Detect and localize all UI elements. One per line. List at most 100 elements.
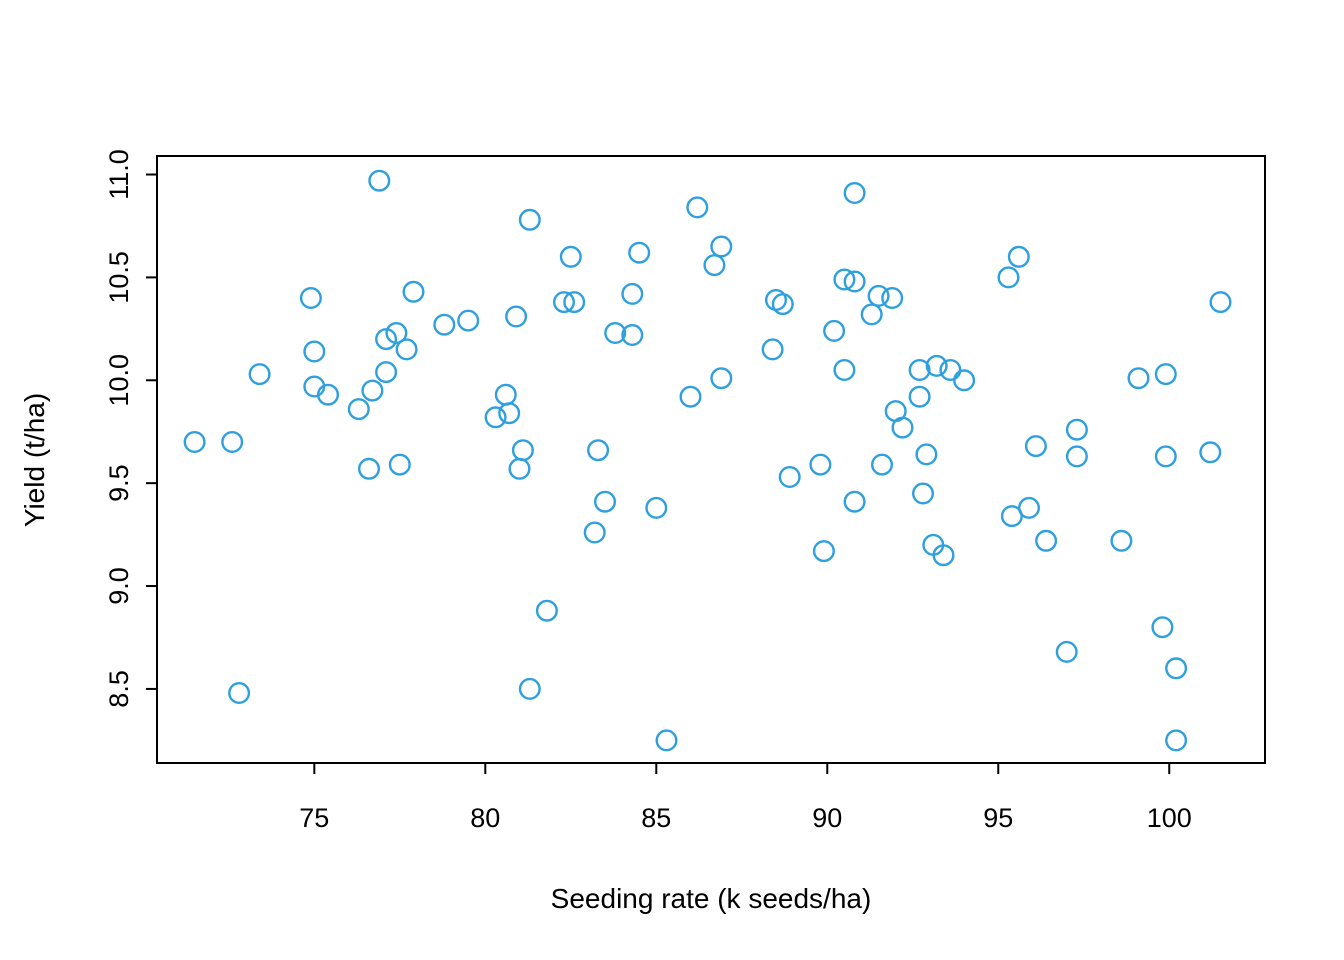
y-tick-label: 10.5 (104, 251, 134, 304)
data-point (812, 540, 835, 563)
data-point (402, 280, 425, 303)
data-point (484, 406, 507, 429)
x-tick-label: 95 (983, 803, 1013, 833)
data-point (881, 287, 904, 310)
data-point (563, 291, 586, 314)
data-point (1151, 616, 1174, 639)
plot-border (156, 155, 1266, 764)
y-tick-label: 9.0 (104, 567, 134, 605)
x-tick-label: 75 (299, 803, 329, 833)
data-point (494, 383, 517, 406)
x-tick-label: 80 (470, 803, 500, 833)
y-tick-label: 10.0 (104, 354, 134, 407)
data-point (535, 599, 558, 622)
data-point (833, 268, 856, 291)
data-point (511, 439, 534, 462)
y-tick-label: 8.5 (104, 670, 134, 708)
data-point (621, 282, 644, 305)
data-point (953, 369, 976, 392)
data-point (1007, 245, 1030, 268)
data-point (1024, 435, 1047, 458)
data-point (248, 363, 271, 386)
data-point (457, 309, 480, 332)
data-point (1035, 529, 1058, 552)
data-point (997, 266, 1020, 289)
data-point (778, 466, 801, 489)
data-point (710, 367, 733, 390)
x-axis-title: Seeding rate (k seeds/ha) (551, 883, 872, 914)
data-point (559, 245, 582, 268)
data-point (915, 443, 938, 466)
x-tick-label: 90 (812, 803, 842, 833)
data-point (843, 490, 866, 513)
data-point (686, 196, 709, 219)
data-point (604, 322, 627, 345)
data-point (375, 361, 398, 384)
data-point (843, 181, 866, 204)
data-point (385, 322, 408, 345)
data-point (912, 482, 935, 505)
data-point (1165, 657, 1188, 680)
data-point (498, 402, 521, 425)
data-point (655, 729, 678, 752)
data-point (833, 359, 856, 382)
data-point (891, 416, 914, 439)
data-point (1154, 445, 1177, 468)
data-point (299, 287, 322, 310)
x-axis: 75 80 85 90 95 100 (299, 763, 1192, 833)
data-point (871, 453, 894, 476)
data-point (433, 313, 456, 336)
data-point (908, 359, 931, 382)
data-point (347, 398, 370, 421)
data-point (1065, 445, 1088, 468)
data-point (221, 431, 244, 454)
data-point (925, 354, 948, 377)
data-point (932, 544, 955, 567)
data-point (1065, 418, 1088, 441)
y-tick-label: 9.5 (104, 464, 134, 502)
data-point (395, 338, 418, 361)
data-point (761, 338, 784, 361)
data-point (1055, 640, 1078, 663)
data-point (860, 303, 883, 326)
data-point (621, 324, 644, 347)
data-point (710, 235, 733, 258)
data-point (553, 291, 576, 314)
y-axis: 8.5 9.0 9.5 10.0 10.5 11.0 (104, 149, 157, 708)
data-points-layer (183, 169, 1232, 752)
data-point (679, 385, 702, 408)
y-axis-title: Yield (t/ha) (19, 393, 50, 527)
data-point (583, 521, 606, 544)
data-point (1110, 529, 1133, 552)
data-point (594, 490, 617, 513)
data-point (1154, 363, 1177, 386)
data-point (1209, 291, 1232, 314)
data-point (1165, 729, 1188, 752)
data-point (388, 453, 411, 476)
data-point (317, 383, 340, 406)
data-point (867, 284, 890, 307)
data-point (358, 457, 381, 480)
data-point (703, 254, 726, 277)
data-point (228, 682, 251, 705)
data-point (1018, 496, 1041, 519)
x-tick-label: 100 (1147, 803, 1192, 833)
data-point (1199, 441, 1222, 464)
data-point (505, 305, 528, 328)
data-point (809, 453, 832, 476)
data-point (587, 439, 610, 462)
data-point (908, 385, 931, 408)
data-point (303, 340, 326, 363)
data-point (1127, 367, 1150, 390)
data-point (518, 208, 541, 231)
data-point (645, 496, 668, 519)
data-point (939, 359, 962, 382)
data-point (508, 457, 531, 480)
x-tick-label: 85 (641, 803, 671, 833)
data-point (368, 169, 391, 192)
data-point (843, 270, 866, 293)
data-point (823, 319, 846, 342)
data-point (183, 431, 206, 454)
